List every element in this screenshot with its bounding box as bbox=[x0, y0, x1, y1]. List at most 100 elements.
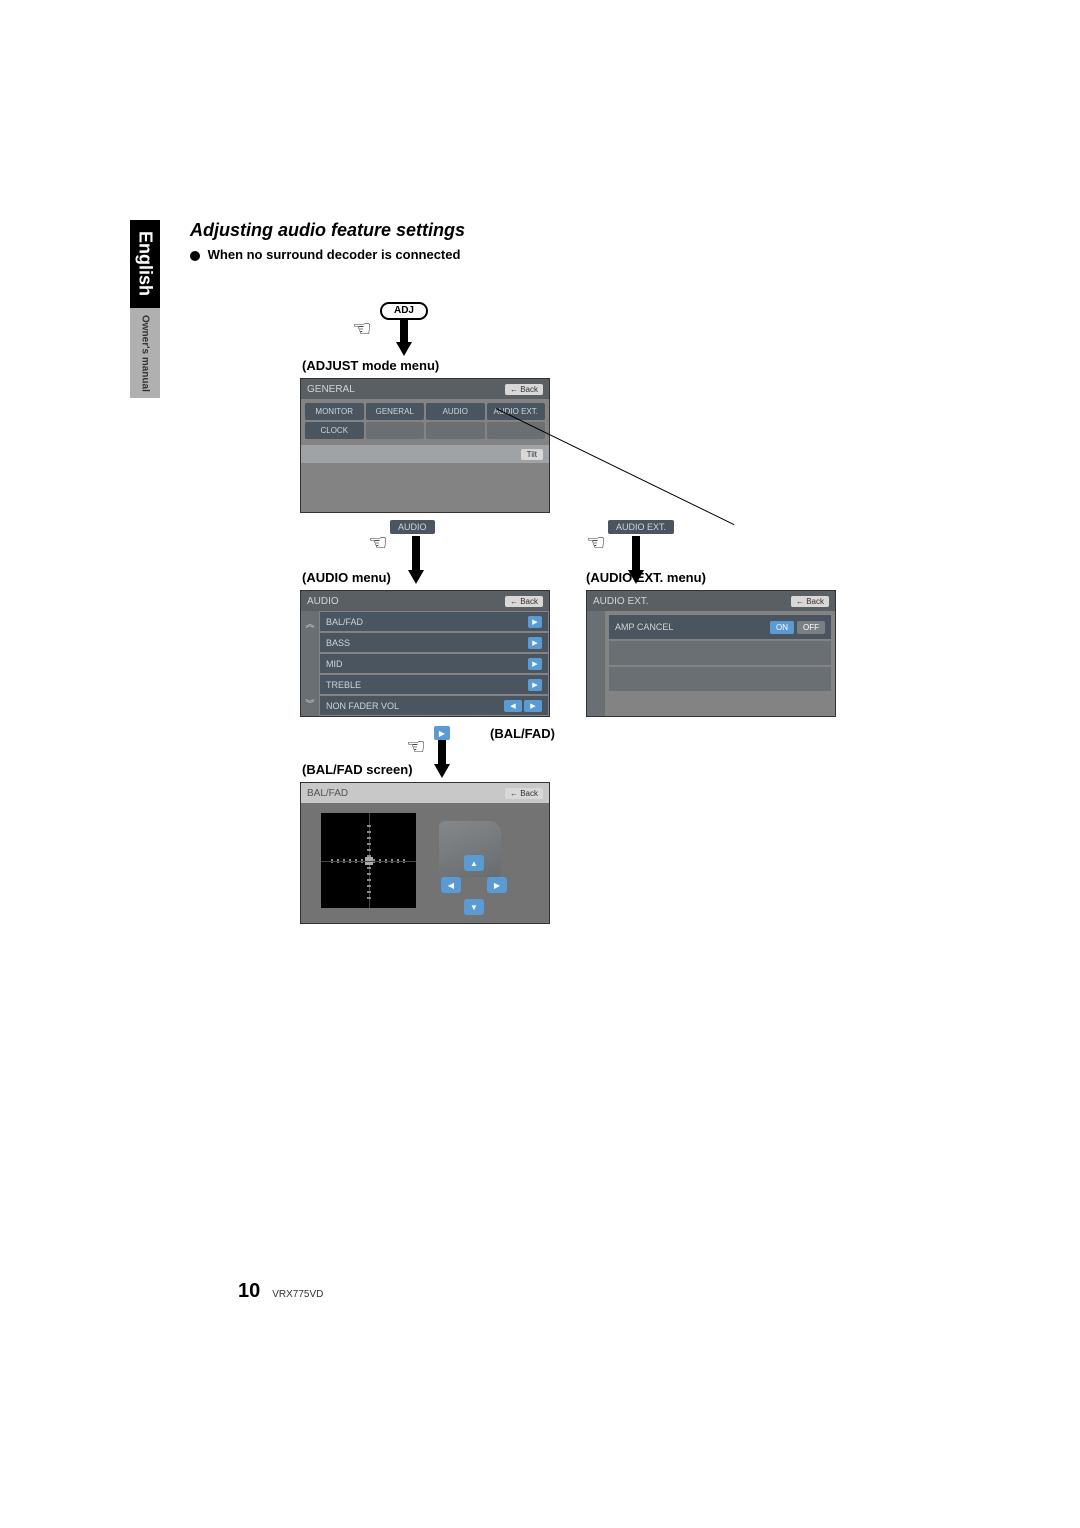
tab-clock: CLOCK bbox=[305, 422, 364, 439]
scroll-down-icon: ︾ bbox=[305, 697, 314, 710]
header-title: AUDIO bbox=[307, 596, 339, 607]
left-icon: ◀ bbox=[504, 700, 522, 712]
arrow-down-icon bbox=[408, 570, 424, 584]
main-column: Adjusting audio feature settings When no… bbox=[190, 220, 950, 1122]
play-icon: ▶ bbox=[528, 616, 542, 628]
arrow-down-icon bbox=[396, 342, 412, 356]
bullet-icon bbox=[190, 251, 200, 261]
item-label: BASS bbox=[326, 638, 350, 648]
lr-buttons: ◀ ▶ bbox=[504, 700, 542, 712]
tab-row-2: CLOCK bbox=[305, 422, 545, 439]
back-button: ← Back bbox=[505, 596, 543, 607]
scroll-up-icon: ︽ bbox=[305, 617, 314, 630]
tab-audio: AUDIO bbox=[426, 403, 485, 420]
play-icon: ▶ bbox=[528, 637, 542, 649]
screen-body: AMP CANCEL ON OFF bbox=[587, 611, 835, 716]
balfad-screen-label: (BAL/FAD screen) bbox=[302, 762, 413, 777]
back-button: ← Back bbox=[505, 788, 543, 799]
arrow-stem bbox=[438, 740, 446, 764]
dpad-left-icon: ◀ bbox=[441, 877, 461, 893]
tab-row-1: MONITOR GENERAL AUDIO AUDIO EXT. bbox=[305, 403, 545, 420]
screen-header: GENERAL ← Back bbox=[301, 379, 549, 399]
hand-pointer-icon: ☞ bbox=[368, 530, 388, 556]
page-number: 10 bbox=[238, 1280, 260, 1303]
right-icon: ▶ bbox=[524, 700, 542, 712]
arrow-stem bbox=[412, 536, 420, 570]
section-subtitle: When no surround decoder is connected bbox=[190, 247, 950, 262]
scroll-bar bbox=[587, 611, 605, 716]
item-label: BAL/FAD bbox=[326, 617, 363, 627]
on-off-toggle: ON OFF bbox=[770, 621, 825, 634]
adj-button: ADJ bbox=[380, 302, 428, 320]
screen-footer: Tilt bbox=[301, 445, 549, 463]
tilt-button: Tilt bbox=[521, 449, 543, 460]
language-label: English bbox=[130, 220, 160, 308]
hand-pointer-icon: ☞ bbox=[352, 316, 372, 342]
hand-pointer-icon: ☞ bbox=[586, 530, 606, 556]
play-icon: ▶ bbox=[528, 679, 542, 691]
balance-fader-grid bbox=[321, 813, 416, 908]
diagram-area: ADJ ☞ (ADJUST mode menu) GENERAL ← Back … bbox=[190, 302, 950, 1122]
audio-touch-tab: AUDIO bbox=[390, 520, 435, 534]
back-button: ← Back bbox=[791, 596, 829, 607]
ticks-vertical bbox=[367, 823, 371, 899]
screen-header: AUDIO EXT. ← Back bbox=[587, 591, 835, 611]
arrow-stem bbox=[400, 320, 408, 342]
screen-body: ︽ ︾ BAL/FAD ▶ BASS ▶ MID bbox=[301, 611, 549, 716]
screen-body: ▲ ▼ ◀ ▶ bbox=[301, 803, 549, 923]
amp-cancel-row: AMP CANCEL ON OFF bbox=[609, 615, 831, 639]
tab-empty bbox=[426, 422, 485, 439]
adjust-mode-screen: GENERAL ← Back MONITOR GENERAL AUDIO AUD… bbox=[300, 378, 550, 513]
grid-center-marker bbox=[365, 857, 373, 865]
arrow-down-icon bbox=[434, 764, 450, 778]
model-label: VRX775VD bbox=[272, 1289, 323, 1300]
audio-ext-list: AMP CANCEL ON OFF bbox=[605, 611, 835, 716]
balfad-play-icon: ▶ bbox=[434, 726, 450, 740]
owners-manual-label: Owner's manual bbox=[130, 308, 160, 398]
dpad-up-icon: ▲ bbox=[464, 855, 484, 871]
back-button: ← Back bbox=[505, 384, 543, 395]
empty-row bbox=[609, 641, 831, 665]
audio-ext-screen: AUDIO EXT. ← Back AMP CANCEL ON OFF bbox=[586, 590, 836, 717]
audio-ext-touch-tab: AUDIO EXT. bbox=[608, 520, 674, 534]
audio-item-treble: TREBLE ▶ bbox=[320, 675, 548, 694]
header-title: GENERAL bbox=[307, 384, 355, 395]
dpad-right-icon: ▶ bbox=[487, 877, 507, 893]
screen-body: MONITOR GENERAL AUDIO AUDIO EXT. CLOCK bbox=[301, 399, 549, 445]
audio-item-mid: MID ▶ bbox=[320, 654, 548, 673]
audio-item-nonfader: NON FADER VOL ◀ ▶ bbox=[320, 696, 548, 715]
side-language-tab: English Owner's manual bbox=[130, 220, 160, 400]
empty-row bbox=[609, 667, 831, 691]
header-title: BAL/FAD bbox=[307, 788, 348, 799]
scroll-bar: ︽ ︾ bbox=[301, 611, 319, 716]
play-icon: ▶ bbox=[528, 658, 542, 670]
audio-list: BAL/FAD ▶ BASS ▶ MID ▶ TREBLE bbox=[319, 611, 549, 716]
hand-pointer-icon: ☞ bbox=[406, 734, 426, 760]
direction-pad: ▲ ▼ ◀ ▶ bbox=[439, 855, 509, 915]
item-label: MID bbox=[326, 659, 343, 669]
audio-item-bass: BASS ▶ bbox=[320, 633, 548, 652]
balfad-screen: BAL/FAD ← Back ▲ ▼ ◀ ▶ bbox=[300, 782, 550, 924]
tab-empty bbox=[487, 422, 546, 439]
item-label: TREBLE bbox=[326, 680, 361, 690]
dpad-down-icon: ▼ bbox=[464, 899, 484, 915]
arrow-stem bbox=[632, 536, 640, 570]
audio-item-balfad: BAL/FAD ▶ bbox=[320, 612, 548, 631]
audio-ext-menu-label: (AUDIO EXT. menu) bbox=[586, 570, 706, 585]
section-title: Adjusting audio feature settings bbox=[190, 220, 950, 241]
tab-empty bbox=[366, 422, 425, 439]
tab-monitor: MONITOR bbox=[305, 403, 364, 420]
audio-menu-screen: AUDIO ← Back ︽ ︾ BAL/FAD ▶ BASS bbox=[300, 590, 550, 717]
off-button: OFF bbox=[797, 621, 825, 634]
subtitle-text: When no surround decoder is connected bbox=[208, 247, 461, 262]
on-button: ON bbox=[770, 621, 794, 634]
header-title: AUDIO EXT. bbox=[593, 596, 649, 607]
screen-header: BAL/FAD ← Back bbox=[301, 783, 549, 803]
balfad-label: (BAL/FAD) bbox=[490, 726, 555, 741]
item-label: NON FADER VOL bbox=[326, 701, 399, 711]
item-label: AMP CANCEL bbox=[615, 622, 673, 632]
screen-header: AUDIO ← Back bbox=[301, 591, 549, 611]
tab-general: GENERAL bbox=[366, 403, 425, 420]
audio-menu-label: (AUDIO menu) bbox=[302, 570, 391, 585]
adjust-menu-label: (ADJUST mode menu) bbox=[302, 358, 439, 373]
